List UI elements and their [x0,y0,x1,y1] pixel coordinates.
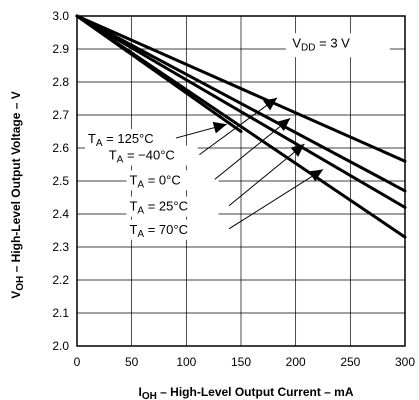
series-lines [75,14,407,239]
y-tick-label: 2.7 [52,108,69,122]
leader-line [228,143,305,207]
y-tick-label: 2.1 [52,306,69,320]
annotation-bg [84,129,177,150]
series-label-1: TA = −40°C [109,148,175,166]
series-line-1 [75,14,407,163]
arrowhead [212,121,227,134]
annotation-bg [126,196,219,217]
condition-label: VDD = 3 V [285,33,390,58]
y-tick-label: 2.6 [52,141,69,155]
x-tick-label: 200 [286,355,306,369]
x-axis-title: IOH – High-Level Output Current – mA [138,385,353,400]
plot-frame [76,15,406,347]
arrowhead [308,169,323,182]
y-axis-title: VOH – High-Level Output Voltage – V [9,91,26,298]
leader-line [199,97,278,156]
x-tick-label: 300 [395,355,415,369]
leader-line [228,169,324,230]
series-label-0: TA = 125°C [88,131,154,149]
y-tick-labels: 2.0 2.1 2.2 2.3 2.4 2.5 2.6 2.7 2.8 2.9 3.0 [52,9,69,353]
leader-line [214,117,291,180]
y-tick-label: 2.3 [52,240,69,254]
series-label-4: TA = 70°C [129,222,188,240]
arrowhead [263,97,278,111]
y-tick-label: 2.9 [52,42,69,56]
x-tick-label: 0 [74,355,81,369]
series-label-3: TA = 25°C [129,199,188,217]
series-label-2: TA = 0°C [129,172,180,190]
annotation-bg [126,170,219,191]
y-tick-label: 2.2 [52,273,69,287]
arrowhead [290,144,305,157]
svg-text:VDD = 3 V: VDD = 3 V [292,35,350,53]
y-tick-label: 2.4 [52,207,69,221]
series-line-4 [75,14,407,239]
x-tick-label: 150 [231,355,251,369]
y-tick-label: 2.8 [52,75,69,89]
y-tick-label: 2.5 [52,174,69,188]
annotation-bg [126,219,219,240]
annotations: TA = 125°CTA = −40°C TA = 0°C TA = 25°C TA … [84,97,324,240]
y-tick-label: 3.0 [52,9,69,23]
series-line-3 [75,14,407,209]
series-line-2 [75,14,407,193]
annotation-bg [105,145,198,166]
y-tick-label: 2.0 [52,339,69,353]
x-tick-labels: 0 50 100 150 200 250 300 [74,355,416,369]
arrowhead [276,118,291,132]
x-tick-label: 50 [125,355,139,369]
x-tick-label: 100 [176,355,196,369]
x-tick-label: 250 [340,355,360,369]
grid [77,16,405,346]
